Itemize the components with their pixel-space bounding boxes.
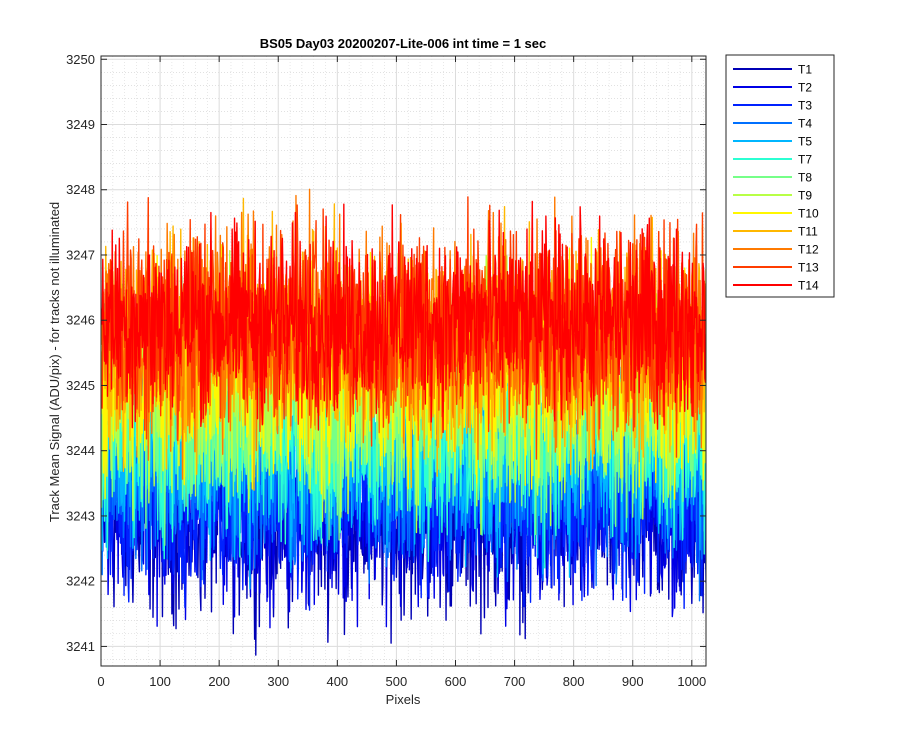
x-tick-label: 100 [149,674,171,689]
x-tick-label: 700 [504,674,526,689]
x-tick-label: 1000 [677,674,706,689]
plot-area: 0 100 200 300 400 500 600 700 800 900 1000 3241324… [66,52,707,689]
x-tick-label: 0 [97,674,104,689]
y-tick-label: 3249 [66,117,95,132]
y-tick-label: 3244 [66,443,95,458]
legend-label-T5: T5 [798,135,812,149]
y-tick-label: 3241 [66,639,95,654]
x-axis-label: Pixels [386,692,421,707]
legend-label-T10: T10 [798,207,819,221]
legend-label-T7: T7 [798,153,812,167]
y-tick-label: 3246 [66,313,95,328]
series-line-T14 [101,200,706,434]
legend-label-T13: T13 [798,261,819,275]
legend-label-T1: T1 [798,63,812,77]
legend-label-T14: T14 [798,279,819,293]
legend-label-T3: T3 [798,99,812,113]
legend-label-T11: T11 [798,225,818,239]
series-lines [101,188,706,656]
x-tick-label: 200 [208,674,230,689]
x-tick-label: 300 [267,674,289,689]
chart-title: BS05 Day03 20200207-Lite-006 int time = … [260,36,547,51]
y-tick-label: 3242 [66,574,95,589]
y-tick-label: 3250 [66,52,95,67]
legend-label-T8: T8 [798,171,812,185]
legend-label-T9: T9 [798,189,812,203]
x-axis-ticks: 0 100 200 300 400 500 600 700 800 900 1000 [97,56,706,689]
x-tick-label: 800 [563,674,585,689]
legend-label-T2: T2 [798,81,812,95]
y-tick-label: 3243 [66,508,95,523]
y-axis-ticks: 3241 3242 3243 3244 3245 3246 3247 3248 3249 3250 [66,52,706,654]
y-tick-label: 3248 [66,182,95,197]
y-axis-label: Track Mean Signal (ADU/pix) - for tracks… [47,202,62,522]
axes-box [100,55,707,667]
x-tick-label: 400 [326,674,348,689]
legend-label-T4: T4 [798,117,812,131]
x-tick-label: 600 [445,674,467,689]
legend: T1 T2 T3 T4 T5 T7 T8 T9 T10 T11 T12 T13 T14 [725,54,835,298]
x-tick-label: 900 [622,674,644,689]
x-tick-label: 500 [386,674,408,689]
legend-items: T1 T2 T3 T4 T5 T7 T8 T9 T10 T11 T12 T13 T14 [733,63,819,293]
y-tick-label: 3245 [66,378,95,393]
legend-label-T12: T12 [798,243,819,257]
y-tick-label: 3247 [66,247,95,262]
